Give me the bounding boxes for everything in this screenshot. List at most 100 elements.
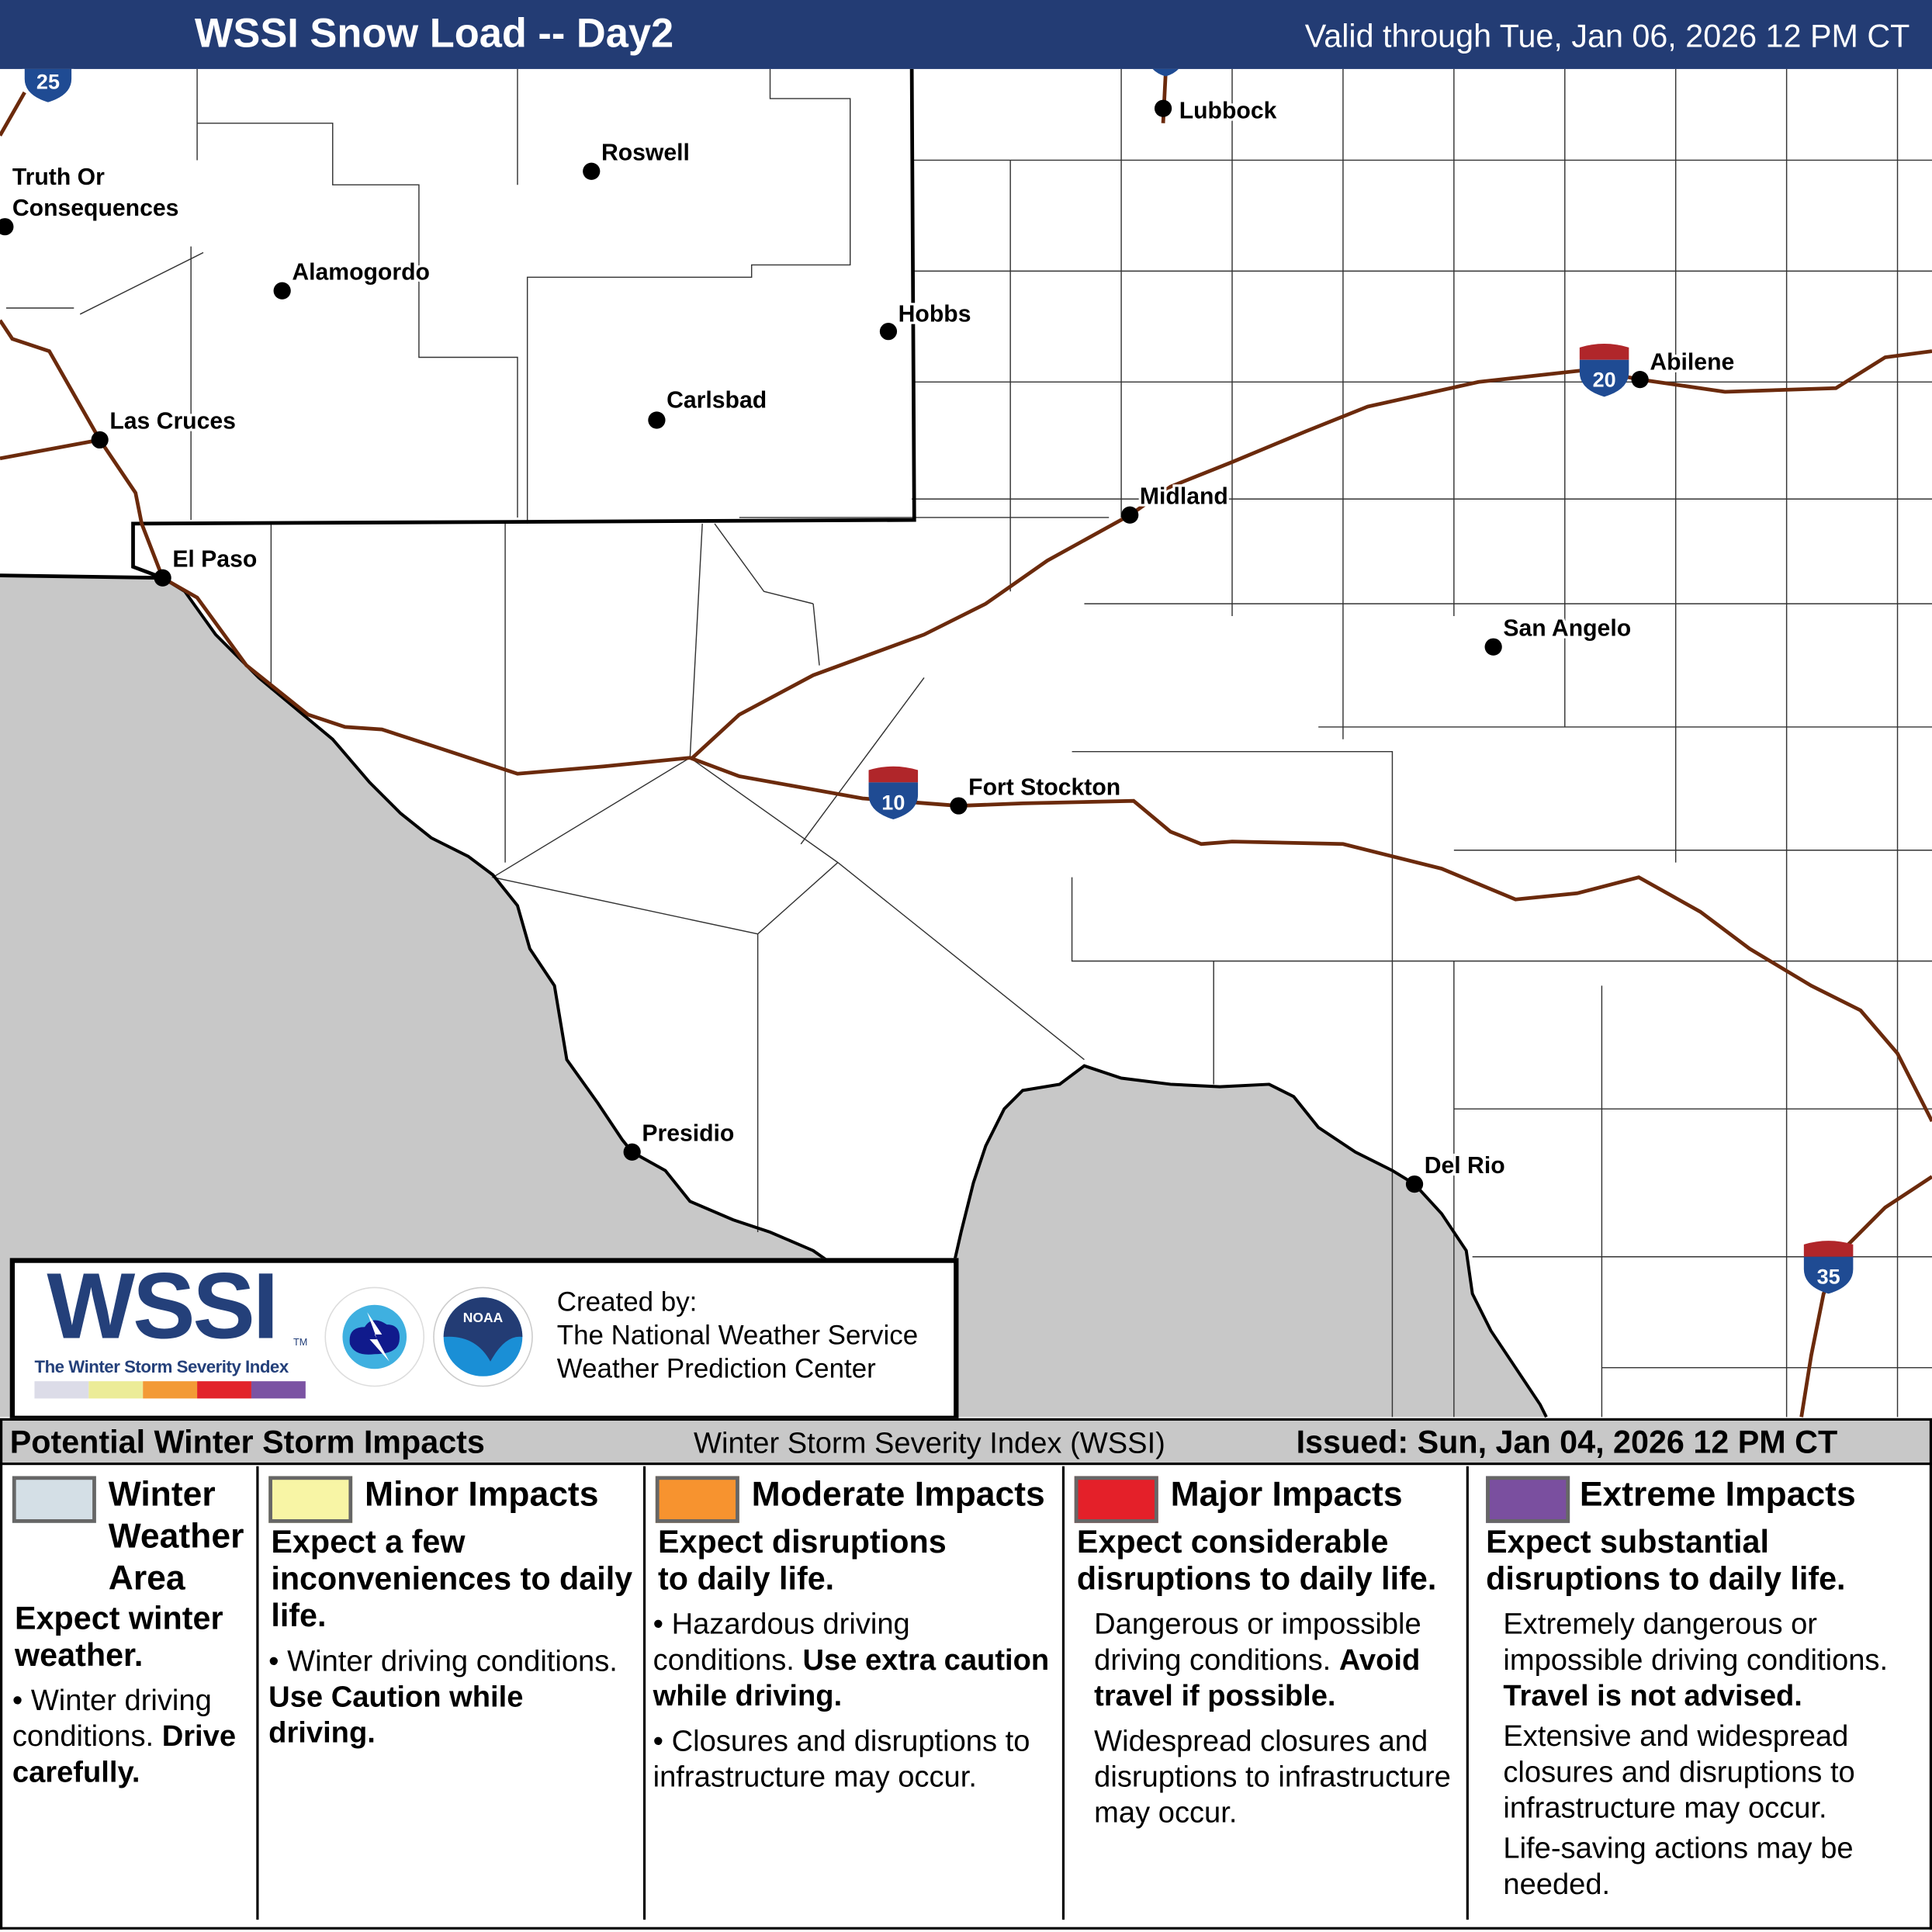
category-name: Major Impacts — [1170, 1474, 1403, 1514]
credits-text: Created by: The National Weather Service… — [557, 1285, 918, 1385]
color-swatch — [655, 1476, 739, 1523]
category-detail: • Winter driving conditions. Use Caution… — [268, 1644, 618, 1750]
credits-line: The National Weather Service — [556, 1319, 919, 1351]
credits-box: WSSI TM The Winter Storm Severity Index … — [9, 1254, 959, 1421]
city-presidio: Presidio — [623, 1118, 737, 1161]
city-las-cruces: Las Cruces — [91, 406, 238, 449]
category-summary: Expect substantial disruptions to daily … — [1486, 1522, 1846, 1598]
noaa-label: NOAA — [463, 1310, 504, 1325]
color-swatch — [1486, 1476, 1570, 1523]
category-detail: Dangerous or impossible driving conditio… — [1075, 1607, 1464, 1714]
detail-text: Extensive and widespread closures and di… — [1503, 1719, 1855, 1825]
detail-text: Hazardous driving conditions. — [653, 1608, 910, 1678]
color-swatch — [88, 1381, 144, 1399]
interstate-35-route — [1799, 1175, 1932, 1418]
detail-text: Winter driving conditions. — [287, 1644, 618, 1678]
city-label: Alamogordo — [292, 259, 430, 285]
city-label: Presidio — [642, 1120, 734, 1146]
color-swatch — [143, 1381, 198, 1399]
column-divider — [1061, 1466, 1065, 1920]
color-swatch — [12, 1476, 96, 1523]
color-swatch — [251, 1381, 306, 1399]
state-border — [0, 68, 916, 580]
color-swatch — [268, 1476, 353, 1523]
category-summary: Expect considerable disruptions to daily… — [1076, 1522, 1437, 1598]
legend-header: Potential Winter Storm Impacts Winter St… — [0, 1418, 1932, 1466]
legend-major-impacts: Major Impacts Expect considerable disrup… — [1074, 1464, 1464, 1831]
city-truth-or-consequences: Truth Or Consequences — [0, 162, 182, 236]
city-san-angelo: San Angelo — [1484, 613, 1633, 656]
column-divider — [642, 1466, 646, 1920]
category-detail-2: Extensive and widespread closures and di… — [1484, 1719, 1927, 1826]
city-label: San Angelo — [1503, 615, 1631, 641]
detail-text: Dangerous or impossible driving conditio… — [1094, 1608, 1421, 1678]
wssi-subtitle: The Winter Storm Severity Index — [34, 1356, 289, 1376]
color-swatch — [197, 1381, 251, 1399]
shield-number: 25 — [36, 70, 60, 93]
city-label: Midland — [1140, 483, 1228, 509]
issued-time: Issued: Sun, Jan 04, 2026 12 PM CT — [1296, 1423, 1838, 1460]
detail-bold: Travel is not advised. — [1503, 1679, 1802, 1713]
city-label: Las Cruces — [109, 409, 236, 435]
cities: Lubbock Roswell Truth Or Consequences Ala… — [0, 95, 1736, 1193]
city-label: Truth Or — [12, 164, 105, 190]
detail-bold: Use Caution while driving. — [268, 1681, 524, 1750]
category-name: Winter Weather Area — [109, 1473, 244, 1599]
category-detail-2: • Closures and disruptions to infrastruc… — [653, 1725, 1030, 1795]
detail-text: Life-saving actions may be needed. — [1503, 1832, 1854, 1902]
map: Lubbock Roswell Truth Or Consequences Ala… — [0, 68, 1932, 1418]
noaa-logo-icon: NOAA — [433, 1286, 533, 1387]
mexico-area — [0, 575, 1546, 1418]
interstate-35-shield-icon: 35 — [1803, 1241, 1854, 1294]
impact-legend: Winter Weather Area Expect winter weathe… — [0, 1463, 1932, 1930]
legend-winter-weather-area: Winter Weather Area Expect winter weathe… — [12, 1464, 254, 1791]
city-hobbs: Hobbs — [879, 299, 974, 341]
index-name: Winter Storm Severity Index (WSSI) — [694, 1426, 1165, 1460]
city-midland: Midland — [1121, 481, 1231, 524]
category-detail: • Hazardous driving conditions. Use extr… — [653, 1608, 1050, 1713]
city-label: Roswell — [601, 140, 690, 165]
credits-line: Created by: — [556, 1286, 698, 1317]
name-line: Winter — [108, 1474, 216, 1514]
city-label: El Paso — [172, 546, 257, 572]
color-swatch — [1074, 1476, 1158, 1523]
city-label: Lubbock — [1179, 98, 1277, 123]
shield-number: 10 — [881, 791, 905, 814]
nws-logo-icon — [324, 1286, 425, 1387]
category-summary: Expect disruptions to daily life. — [657, 1522, 947, 1598]
name-line: Weather — [108, 1516, 244, 1556]
category-name: Minor Impacts — [365, 1474, 599, 1514]
city-carlsbad: Carlsbad — [648, 385, 769, 429]
rivers-border — [161, 576, 1548, 1418]
county-lines — [5, 68, 1932, 1418]
interstate-25-shield-icon: 25 — [22, 68, 74, 106]
city-roswell: Roswell — [583, 137, 692, 180]
city-label: Fort Stockton — [968, 774, 1120, 800]
interstate-10-shield-icon: 10 — [868, 766, 919, 820]
detail-bold: Use extra caution while driving. — [653, 1643, 1050, 1713]
city-abilene: Abilene — [1631, 347, 1736, 389]
name-line: Area — [108, 1558, 185, 1598]
shield-number: 35 — [1817, 1265, 1840, 1289]
detail-text: Extremely dangerous or impossible drivin… — [1503, 1608, 1889, 1678]
wssi-color-bar — [34, 1381, 306, 1399]
credits-line: Weather Prediction Center — [556, 1352, 876, 1384]
legend-heading: Potential Winter Storm Impacts — [9, 1423, 485, 1460]
interstate-20-shield-icon: 20 — [1579, 344, 1629, 397]
legend-moderate-impacts: Moderate Impacts Expect disruptions to d… — [653, 1464, 1058, 1795]
detail-text: Winter driving conditions. — [12, 1684, 212, 1754]
city-label: Del Rio — [1425, 1153, 1505, 1179]
shield-number: 20 — [1593, 369, 1616, 392]
map-title: WSSI Snow Load -- Day2 — [194, 9, 674, 56]
category-name: Extreme Impacts — [1579, 1474, 1856, 1514]
interstate-shields: 25 20 10 35 — [22, 68, 1854, 1294]
wssi-logo: WSSI — [47, 1254, 279, 1359]
wssi-trademark: TM — [293, 1336, 308, 1349]
category-detail: • Winter driving conditions. Drive caref… — [12, 1684, 237, 1789]
city-fort-stockton: Fort Stockton — [950, 772, 1123, 815]
category-detail: Extremely dangerous or impossible drivin… — [1484, 1607, 1927, 1714]
legend-extreme-impacts: Extreme Impacts Expect substantial disru… — [1484, 1464, 1927, 1903]
category-detail-2: Widespread closures and disruptions to i… — [1075, 1724, 1464, 1831]
column-divider — [1466, 1466, 1469, 1920]
